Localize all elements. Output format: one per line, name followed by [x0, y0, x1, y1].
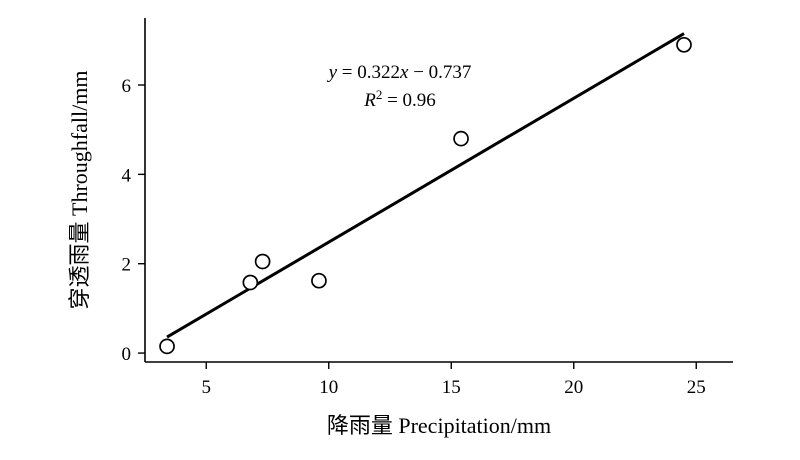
ticks: 5 10 15 20 25 0 2 4 6 — [122, 76, 706, 398]
data-points — [159, 36, 692, 355]
data-point — [242, 274, 259, 291]
y-tick-label: 6 — [122, 76, 132, 97]
equation-annotation: y = 0.322x − 0.737 — [327, 62, 472, 83]
data-point — [676, 36, 692, 53]
axes — [144, 18, 733, 363]
x-tick-label: 15 — [442, 377, 461, 398]
r-squared-power: 2 — [376, 87, 383, 102]
x-tick-label: 20 — [564, 377, 583, 398]
data-point — [311, 272, 327, 289]
data-point — [453, 130, 469, 147]
x-tick-label: 10 — [319, 377, 338, 398]
r-squared-symbol: R — [363, 90, 376, 111]
y-tick-label: 2 — [122, 255, 132, 276]
r-squared-annotation: R2 = 0.96 — [363, 87, 436, 112]
data-point — [254, 253, 271, 270]
y-tick-label: 0 — [122, 344, 132, 365]
y-tick-label: 4 — [122, 165, 132, 186]
r-squared-value: = 0.96 — [382, 90, 435, 111]
x-axis-title: 降雨量 Precipitation/mm — [327, 413, 551, 438]
y-axis-title: 穿透雨量 Throughfall/mm — [67, 71, 92, 310]
data-point — [159, 338, 175, 355]
x-tick-label: 5 — [202, 377, 212, 398]
x-tick-label: 25 — [687, 377, 706, 398]
